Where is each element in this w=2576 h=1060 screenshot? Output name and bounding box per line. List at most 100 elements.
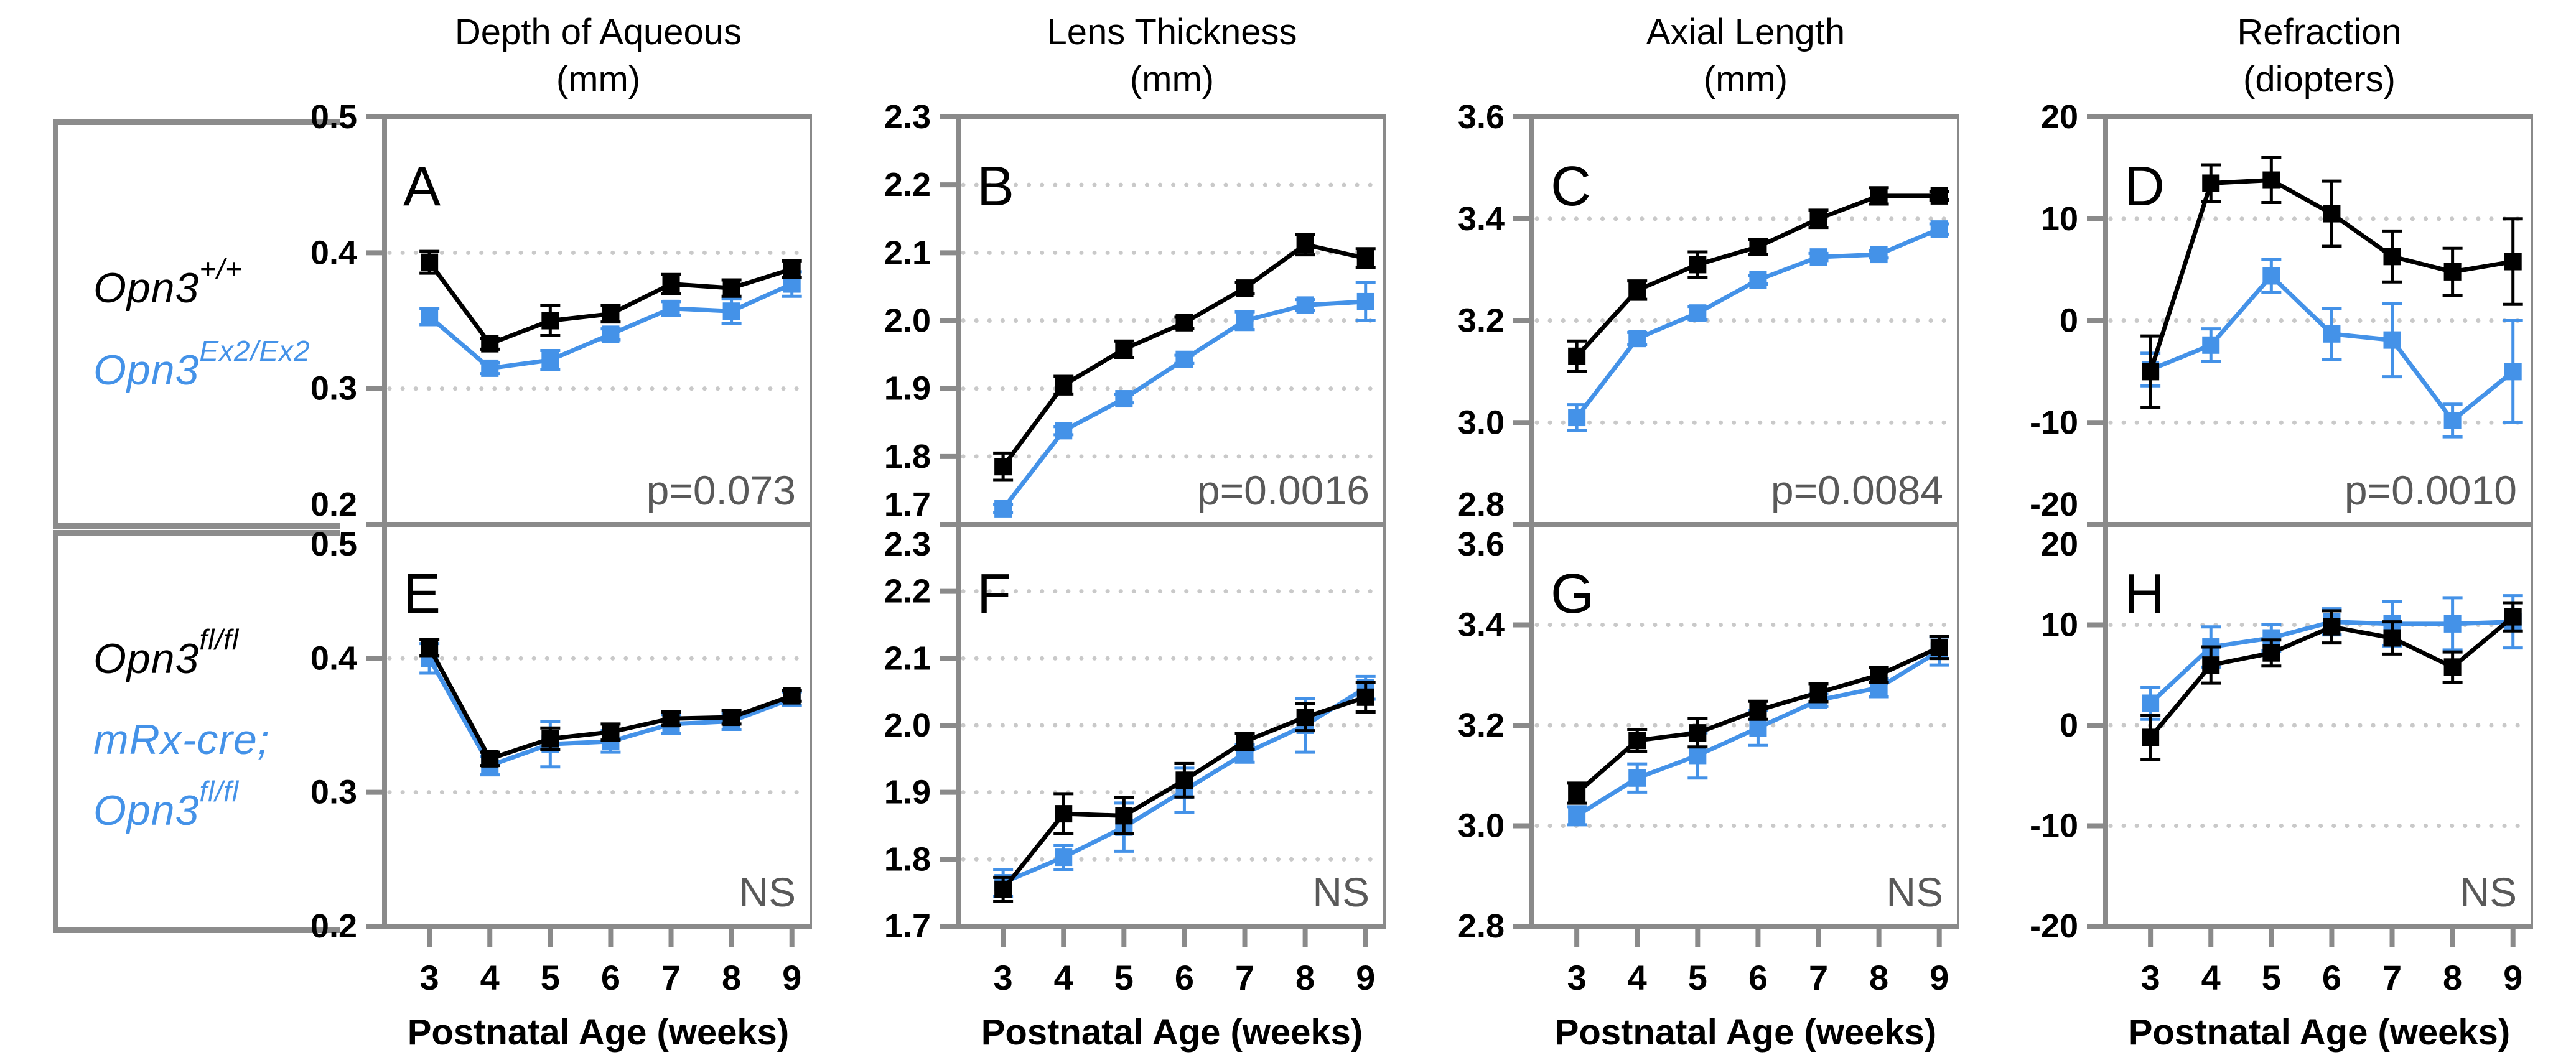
- genotype-superscript: Ex2/Ex2: [199, 335, 310, 367]
- data-point-marker: [1930, 187, 1948, 205]
- y-tick-label: 2.8: [1458, 486, 1505, 523]
- series-blue: [993, 281, 1376, 518]
- data-point-marker: [783, 687, 801, 705]
- genotype-base: Opn3: [93, 346, 200, 394]
- y-tick-label: 3.0: [1458, 404, 1505, 441]
- data-point-marker: [1809, 248, 1827, 266]
- data-point-marker: [1236, 732, 1254, 750]
- y-tick-label: 3.6: [1458, 526, 1505, 563]
- data-point-marker: [1628, 281, 1646, 299]
- x-tick-label: 7: [661, 958, 681, 997]
- panel-D-chart: 20 10 0 -10 -20 Dp=0.0010: [2030, 98, 2536, 527]
- data-point-marker: [1870, 246, 1888, 264]
- x-tick-label: 4: [1628, 958, 1647, 997]
- x-tick-label: 7: [2382, 958, 2402, 997]
- data-point-marker: [2323, 618, 2341, 636]
- x-tick-label: 5: [1114, 958, 1134, 997]
- y-tick-label: 2.0: [884, 707, 931, 744]
- x-tick-label: 3: [1567, 958, 1587, 997]
- data-point-marker: [481, 359, 499, 377]
- y-tick-label: 2.2: [884, 573, 931, 610]
- panel-letter: C: [1551, 156, 1591, 218]
- data-point-marker: [421, 253, 439, 271]
- stat-label: NS: [739, 869, 796, 915]
- stat-label: NS: [1886, 869, 1943, 915]
- y-tick-label: 0: [2060, 707, 2078, 744]
- series-black: [993, 681, 1376, 903]
- data-point-marker: [2262, 267, 2280, 285]
- x-axis-title: Postnatal Age (weeks): [408, 1012, 789, 1053]
- data-point-marker: [1175, 314, 1193, 332]
- data-point-marker: [662, 275, 680, 293]
- data-point-marker: [1628, 769, 1646, 787]
- data-point-marker: [2504, 608, 2522, 626]
- y-tick-label: 2.2: [884, 166, 931, 203]
- y-tick-label: 0.5: [310, 526, 357, 563]
- genotype-label-mrx-cre: mRx-cre;: [93, 715, 270, 764]
- stat-label: NS: [1312, 869, 1370, 915]
- data-point-marker: [421, 307, 439, 325]
- x-tick-label: 3: [994, 958, 1013, 997]
- panel-H-refraction-bottom: 20 10 0 -10 -20 3 4 5 6 7 8 9 Postnatal Age (weeks) H…: [1959, 506, 2536, 1057]
- data-point-marker: [2142, 363, 2160, 381]
- y-tick-label: 0.2: [310, 486, 357, 523]
- genotype-base: Opn3: [93, 635, 200, 682]
- x-tick-label: 4: [480, 958, 500, 997]
- column-title-refraction: Refraction (diopters): [2106, 9, 2533, 103]
- column-title-unit: (mm): [1129, 59, 1215, 100]
- data-point-marker: [2323, 325, 2341, 343]
- stat-label: p=0.0084: [1771, 467, 1943, 513]
- panel-H-chart: 20 10 0 -10 -20 3 4 5 6 7 8 9 Postnatal Age (weeks) H…: [2030, 522, 2536, 1053]
- y-tick-label: 20: [2041, 98, 2078, 136]
- data-point-marker: [541, 312, 559, 330]
- stat-label: NS: [2460, 869, 2517, 915]
- data-point-marker: [2504, 363, 2522, 381]
- x-tick-label: 8: [1869, 958, 1888, 997]
- panel-letter: G: [1551, 563, 1594, 625]
- data-point-marker: [1689, 746, 1707, 765]
- y-tick-label: 1.9: [884, 774, 931, 811]
- y-tick-label: 1.8: [884, 840, 931, 878]
- panel-C-chart: 3.6 3.4 3.2 3.0 2.8 Cp=0.0084: [1458, 98, 1962, 527]
- data-point-marker: [1356, 249, 1374, 267]
- panel-letter: E: [403, 563, 441, 625]
- y-tick-label: 2.3: [884, 526, 931, 563]
- series-black: [993, 233, 1376, 482]
- y-tick-label: 2.3: [884, 98, 931, 136]
- series-black: [419, 249, 802, 353]
- data-point-marker: [541, 351, 559, 369]
- x-tick-label: 5: [2262, 958, 2281, 997]
- column-title-text: Refraction: [2237, 12, 2402, 52]
- y-tick-label: 3.4: [1458, 607, 1505, 644]
- panel-B-chart: 2.3 2.2 2.1 2.0 1.9 1.8 1.7 Bp=0.0016: [884, 98, 1388, 527]
- x-axis-title: Postnatal Age (weeks): [2129, 1012, 2510, 1053]
- data-point-marker: [1236, 312, 1254, 330]
- x-tick-label: 9: [1930, 958, 1949, 997]
- x-tick-label: 5: [1688, 958, 1707, 997]
- x-tick-label: 8: [2443, 958, 2462, 997]
- data-point-marker: [2262, 171, 2280, 189]
- y-tick-label: -10: [2030, 807, 2078, 845]
- data-point-marker: [2202, 336, 2220, 354]
- data-point-marker: [2443, 263, 2462, 281]
- data-point-marker: [2202, 656, 2220, 674]
- data-point-marker: [662, 710, 680, 728]
- data-point-marker: [1055, 848, 1073, 867]
- data-point-marker: [1809, 684, 1827, 702]
- y-tick-label: 3.2: [1458, 707, 1505, 744]
- data-point-marker: [2383, 629, 2401, 647]
- x-tick-label: 6: [601, 958, 620, 997]
- column-title-text: Depth of Aqueous: [454, 12, 742, 52]
- data-point-marker: [1628, 330, 1646, 348]
- y-tick-label: 0.5: [310, 98, 357, 136]
- y-tick-label: 0.4: [310, 639, 357, 677]
- genotype-label-opn3-wildtype: Opn3+/+: [93, 254, 243, 312]
- data-point-marker: [1628, 732, 1646, 750]
- data-point-marker: [994, 880, 1012, 898]
- column-title-text: Axial Length: [1646, 12, 1846, 52]
- data-point-marker: [1568, 409, 1586, 427]
- data-point-marker: [722, 302, 740, 320]
- x-tick-label: 9: [1356, 958, 1375, 997]
- column-title-unit: (diopters): [2243, 59, 2396, 100]
